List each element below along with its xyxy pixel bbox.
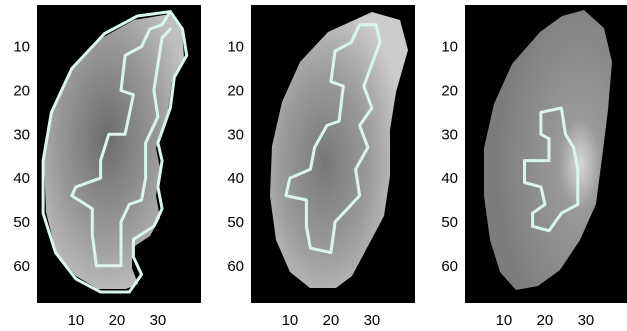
y-tick-label: 60 — [441, 258, 458, 275]
kidney-slice-1 — [44, 14, 184, 289]
kidney-slice-2 — [270, 12, 408, 288]
x-tick-label: 20 — [323, 312, 340, 329]
y-tick-label: 40 — [13, 170, 30, 187]
x-tick-label: 20 — [537, 312, 554, 329]
segmentation-contour — [523, 106, 580, 233]
y-tick-label: 10 — [227, 39, 244, 56]
segmentation-contour — [41, 10, 189, 294]
y-tick-label: 10 — [13, 39, 30, 56]
y-tick-label: 60 — [227, 258, 244, 275]
x-tick-label: 30 — [364, 312, 381, 329]
y-tick-label: 50 — [227, 214, 244, 231]
x-axis-3: 10 20 30 — [496, 312, 595, 329]
contour-layer-2 — [284, 23, 382, 255]
y-tick-label: 20 — [227, 82, 244, 99]
y-tick-label: 50 — [13, 214, 30, 231]
y-tick-label: 30 — [13, 126, 30, 143]
x-tick-label: 10 — [68, 312, 85, 329]
x-axis-1: 10 20 30 — [68, 312, 167, 329]
y-axis-2: 10 20 30 40 50 60 — [227, 39, 244, 275]
y-tick-label: 40 — [227, 170, 244, 187]
x-tick-label: 30 — [150, 312, 167, 329]
y-tick-label: 60 — [13, 258, 30, 275]
x-axis-2: 10 20 30 — [282, 312, 381, 329]
x-tick-label: 30 — [578, 312, 595, 329]
chart-panel-1: 10 20 30 40 50 60 10 20 30 — [13, 5, 201, 329]
y-tick-label: 20 — [441, 82, 458, 99]
x-tick-label: 20 — [109, 312, 126, 329]
chart-panel-3: 10 20 30 40 50 60 10 20 30 — [441, 5, 627, 329]
chart-panel-2: 10 20 30 40 50 60 10 20 30 — [227, 5, 415, 329]
y-tick-label: 50 — [441, 214, 458, 231]
y-tick-label: 30 — [441, 126, 458, 143]
x-tick-label: 10 — [496, 312, 513, 329]
y-tick-label: 40 — [441, 170, 458, 187]
y-axis-1: 10 20 30 40 50 60 — [13, 39, 30, 275]
y-axis-3: 10 20 30 40 50 60 — [441, 39, 458, 275]
contour-layer-1 — [41, 10, 189, 294]
x-tick-label: 10 — [282, 312, 299, 329]
y-tick-label: 10 — [441, 39, 458, 56]
y-tick-label: 30 — [227, 126, 244, 143]
contour-layer-3 — [523, 106, 580, 233]
y-tick-label: 20 — [13, 82, 30, 99]
segmentation-contour — [284, 23, 382, 255]
